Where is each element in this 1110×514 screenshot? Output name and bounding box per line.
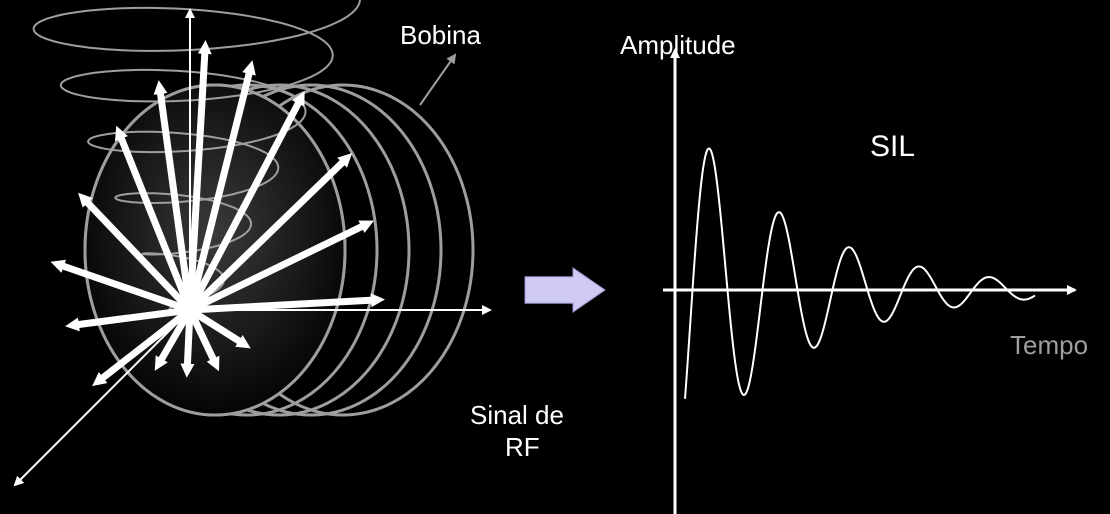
transition-arrow-icon [525,268,605,312]
vector-13 [187,310,190,368]
fid-curve [685,149,1035,399]
bobina-pointer-icon [420,55,455,105]
diagram-svg [0,0,1110,514]
fid-plot-icon [663,50,1075,514]
